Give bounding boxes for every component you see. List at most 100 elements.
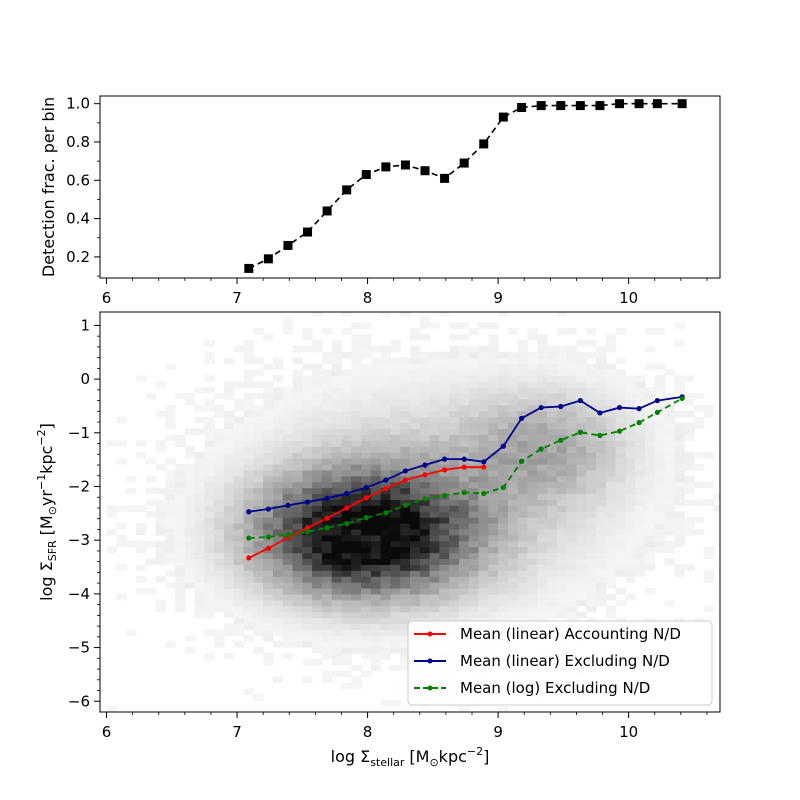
detection-fraction-point: [595, 101, 605, 111]
legend-label: Mean (linear) Excluding N/D: [460, 652, 670, 670]
series-point-linear-excluding: [616, 404, 623, 411]
series-point-log-excluding: [577, 429, 583, 435]
y-tick-label: −3: [68, 531, 90, 549]
y-label-unit-sun: ⊙: [46, 506, 59, 515]
series-point-log-excluding: [481, 490, 487, 497]
series-point-log-excluding: [616, 428, 623, 434]
series-point-linear-excluding: [324, 495, 330, 501]
detection-fraction-point: [283, 240, 293, 250]
top-y-axis-label: Detection frac. per bin: [39, 97, 58, 277]
detection-fraction-point: [361, 170, 371, 180]
detection-fraction-point: [263, 254, 273, 264]
legend: Mean (linear) Accounting N/D Mean (linea…: [407, 620, 713, 706]
detection-fraction-point: [400, 160, 410, 170]
legend-entry-log-excluding: Mean (log) Excluding N/D: [414, 679, 650, 697]
y-label-unit-exp1: −1: [35, 474, 48, 490]
detection-fraction-point: [575, 101, 585, 111]
top-panel: 6 7 8 9 10 0.2 0.4 0.6 0.8 1.0 Detection frac. pe…: [39, 95, 721, 307]
series-point-linear-excluding: [654, 397, 660, 404]
series-point-linear-excluding: [344, 490, 350, 497]
x-label-unit-mid: kpc: [439, 747, 467, 766]
series-point-linear-accounting: [324, 515, 330, 521]
legend-label: Mean (log) Excluding N/D: [460, 679, 650, 697]
legend-entry-linear-excluding: Mean (linear) Excluding N/D: [414, 652, 670, 670]
y-tick-label: −2: [68, 477, 90, 495]
detection-fraction-point: [652, 99, 662, 109]
series-point-linear-excluding: [461, 456, 467, 462]
series-point-log-excluding: [597, 432, 603, 439]
x-tick-label: 7: [232, 723, 242, 741]
y-label-unit-exp2: −2: [35, 429, 48, 445]
series-point-log-excluding: [422, 496, 428, 502]
series-point-linear-accounting: [265, 545, 271, 551]
y-tick-label: 0.8: [66, 133, 90, 151]
detection-fraction-point: [556, 101, 566, 111]
detection-fraction-point: [322, 206, 332, 216]
series-point-linear-excluding: [441, 456, 448, 462]
detection-fraction-point: [614, 99, 624, 109]
series-point-log-excluding: [324, 525, 330, 531]
series-point-log-excluding: [500, 484, 506, 491]
series-point-linear-accounting: [363, 495, 369, 501]
series-point-log-excluding: [246, 535, 252, 541]
detection-fraction-line: [248, 102, 683, 270]
detection-fraction-point: [677, 99, 687, 109]
y-tick-label: 1.0: [66, 95, 90, 113]
series-point-linear-excluding: [481, 459, 487, 465]
detection-fraction-point: [420, 166, 430, 176]
series-point-linear-excluding: [597, 410, 603, 416]
top-plot-frame: [99, 95, 721, 279]
y-tick-label: −4: [68, 585, 90, 603]
y-label-unit-yr: yr: [37, 490, 56, 506]
series-point-linear-excluding: [363, 484, 369, 491]
detection-fraction-point: [244, 263, 254, 273]
x-label-main: log Σ: [331, 747, 371, 766]
series-point-linear-accounting: [402, 477, 409, 483]
series-point-linear-excluding: [500, 443, 506, 449]
series-point-log-excluding: [304, 528, 311, 535]
detection-fraction-point: [459, 158, 469, 168]
x-tick-label: 10: [619, 723, 638, 741]
y-tick-label: 0.4: [66, 210, 90, 228]
x-tick-label: 6: [102, 289, 112, 307]
x-tick-label: 6: [102, 723, 112, 741]
legend-label: Mean (linear) Accounting N/D: [460, 625, 681, 643]
x-label-unit-post: ]: [483, 747, 489, 766]
legend-swatch-red-dot: [427, 631, 433, 637]
series-point-linear-excluding: [422, 462, 428, 468]
y-tick-label: 0.6: [66, 171, 90, 189]
detection-fraction-point: [342, 185, 352, 195]
series-point-linear-accounting: [481, 464, 487, 470]
series-point-log-excluding: [265, 534, 271, 540]
y-label-main: log Σ: [37, 561, 56, 601]
series-point-log-excluding: [679, 395, 685, 402]
y-tick-label: 0.2: [66, 248, 90, 266]
series-point-linear-excluding: [402, 468, 409, 474]
x-tick-label: 10: [619, 289, 638, 307]
x-tick-label: 8: [363, 723, 373, 741]
x-tick-label: 9: [493, 289, 503, 307]
x-label-unit-pre: [M: [409, 747, 429, 766]
x-axis-label: log Σstellar [M⊙kpc−2]: [331, 745, 490, 769]
detection-fraction-point: [440, 173, 450, 183]
x-label-sub: stellar: [370, 756, 405, 769]
detection-fraction-point: [536, 101, 546, 111]
legend-entry-linear-accounting: Mean (linear) Accounting N/D: [414, 625, 681, 643]
x-label-unit-sun: ⊙: [429, 756, 438, 769]
x-label-unit-exp: −2: [467, 745, 483, 758]
series-point-linear-accounting: [344, 505, 350, 511]
series-point-linear-accounting: [422, 472, 428, 478]
legend-swatch-navy-dot: [427, 658, 433, 664]
series-point-linear-accounting: [461, 464, 467, 470]
y-tick-label: −6: [68, 692, 90, 710]
series-point-log-excluding: [383, 510, 389, 516]
top-plot-area: [100, 96, 720, 278]
top-axes: 6 7 8 9 10 0.2 0.4 0.6 0.8 1.0: [66, 95, 708, 307]
series-point-linear-accounting: [441, 467, 448, 473]
series-point-log-excluding: [402, 502, 409, 508]
detection-fraction-point: [498, 112, 508, 122]
detection-fraction-point: [634, 99, 644, 109]
series-point-log-excluding: [538, 446, 544, 452]
y-label-sub: SFR: [46, 540, 59, 561]
series-point-linear-accounting: [246, 555, 252, 561]
